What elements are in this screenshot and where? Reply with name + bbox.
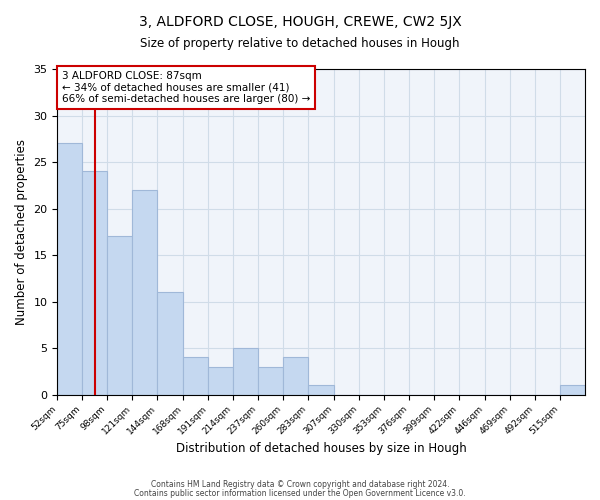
Bar xyxy=(308,386,334,394)
Y-axis label: Number of detached properties: Number of detached properties xyxy=(15,139,28,325)
Bar xyxy=(283,358,308,395)
Bar xyxy=(233,348,258,395)
Bar xyxy=(82,172,107,394)
Bar xyxy=(258,366,283,394)
Text: Contains public sector information licensed under the Open Government Licence v3: Contains public sector information licen… xyxy=(134,488,466,498)
Text: Size of property relative to detached houses in Hough: Size of property relative to detached ho… xyxy=(140,38,460,51)
Text: 3, ALDFORD CLOSE, HOUGH, CREWE, CW2 5JX: 3, ALDFORD CLOSE, HOUGH, CREWE, CW2 5JX xyxy=(139,15,461,29)
Bar xyxy=(107,236,133,394)
Bar xyxy=(184,358,208,395)
Bar xyxy=(58,144,82,394)
Bar xyxy=(157,292,184,394)
Bar xyxy=(133,190,157,394)
Text: 3 ALDFORD CLOSE: 87sqm
← 34% of detached houses are smaller (41)
66% of semi-det: 3 ALDFORD CLOSE: 87sqm ← 34% of detached… xyxy=(62,71,310,104)
X-axis label: Distribution of detached houses by size in Hough: Distribution of detached houses by size … xyxy=(176,442,467,455)
Bar xyxy=(560,386,585,394)
Bar xyxy=(208,366,233,394)
Text: Contains HM Land Registry data © Crown copyright and database right 2024.: Contains HM Land Registry data © Crown c… xyxy=(151,480,449,489)
